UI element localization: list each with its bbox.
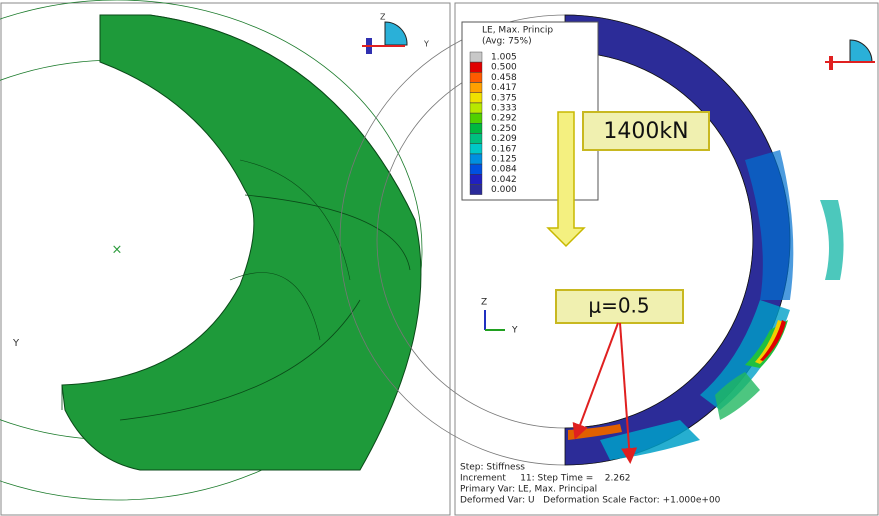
legend-swatch xyxy=(470,144,482,154)
legend-swatch xyxy=(470,123,482,133)
legend-title: LE, Max. Princip xyxy=(482,26,553,36)
triad-label: Y xyxy=(423,40,429,49)
axis-label: Y xyxy=(12,338,20,349)
legend-swatch xyxy=(470,134,482,144)
legend-label: 0.333 xyxy=(491,104,517,114)
left-viewport: × Y Z Y xyxy=(0,0,450,515)
legend-label: 0.167 xyxy=(491,144,517,154)
legend-label: 0.209 xyxy=(491,134,517,144)
legend-swatch xyxy=(470,154,482,164)
status-line: Step: Stiffness xyxy=(460,463,525,473)
legend-label: 0.042 xyxy=(491,175,517,185)
legend-label: 0.250 xyxy=(491,124,517,134)
screenshot: × Y Z Y LE, Max. Princip (Avg: 75%) 1.00… xyxy=(0,0,879,516)
legend-swatch xyxy=(470,113,482,123)
triad-icon xyxy=(829,56,833,70)
legend-swatch xyxy=(470,185,482,195)
legend-swatch xyxy=(470,174,482,184)
status-line: Deformed Var: U Deformation Scale Factor… xyxy=(460,496,721,506)
legend-label: 0.125 xyxy=(491,155,517,165)
legend-swatch xyxy=(470,93,482,103)
legend-label: 1.005 xyxy=(491,53,517,63)
legend-label: 0.375 xyxy=(491,93,517,103)
load-label: 1400kN xyxy=(603,119,688,144)
legend-label: 0.458 xyxy=(491,73,517,83)
triad-label: Z xyxy=(481,298,487,308)
legend-label: 0.500 xyxy=(491,63,517,73)
status-line: Primary Var: LE, Max. Principal xyxy=(460,485,597,495)
center-marker: × xyxy=(112,243,123,258)
legend-frame xyxy=(462,22,598,200)
status-line: Increment 11: Step Time = 2.262 xyxy=(460,474,631,484)
legend-swatch xyxy=(470,83,482,93)
legend-label: 0.084 xyxy=(491,165,517,175)
legend-swatch xyxy=(470,103,482,113)
legend-label: 0.000 xyxy=(491,185,517,195)
legend-label: 0.417 xyxy=(491,83,517,93)
legend-subtitle: (Avg: 75%) xyxy=(482,37,532,47)
friction-label: μ=0.5 xyxy=(588,294,649,318)
legend-swatch xyxy=(470,164,482,174)
legend-swatch xyxy=(470,72,482,82)
triad-label: Z xyxy=(380,13,386,22)
legend-swatch xyxy=(470,62,482,72)
legend: 1.0050.5000.4580.4170.3750.3330.2920.250… xyxy=(470,52,517,195)
legend-label: 0.292 xyxy=(491,114,517,124)
legend-swatch xyxy=(470,52,482,62)
triad-label: Y xyxy=(511,326,518,336)
